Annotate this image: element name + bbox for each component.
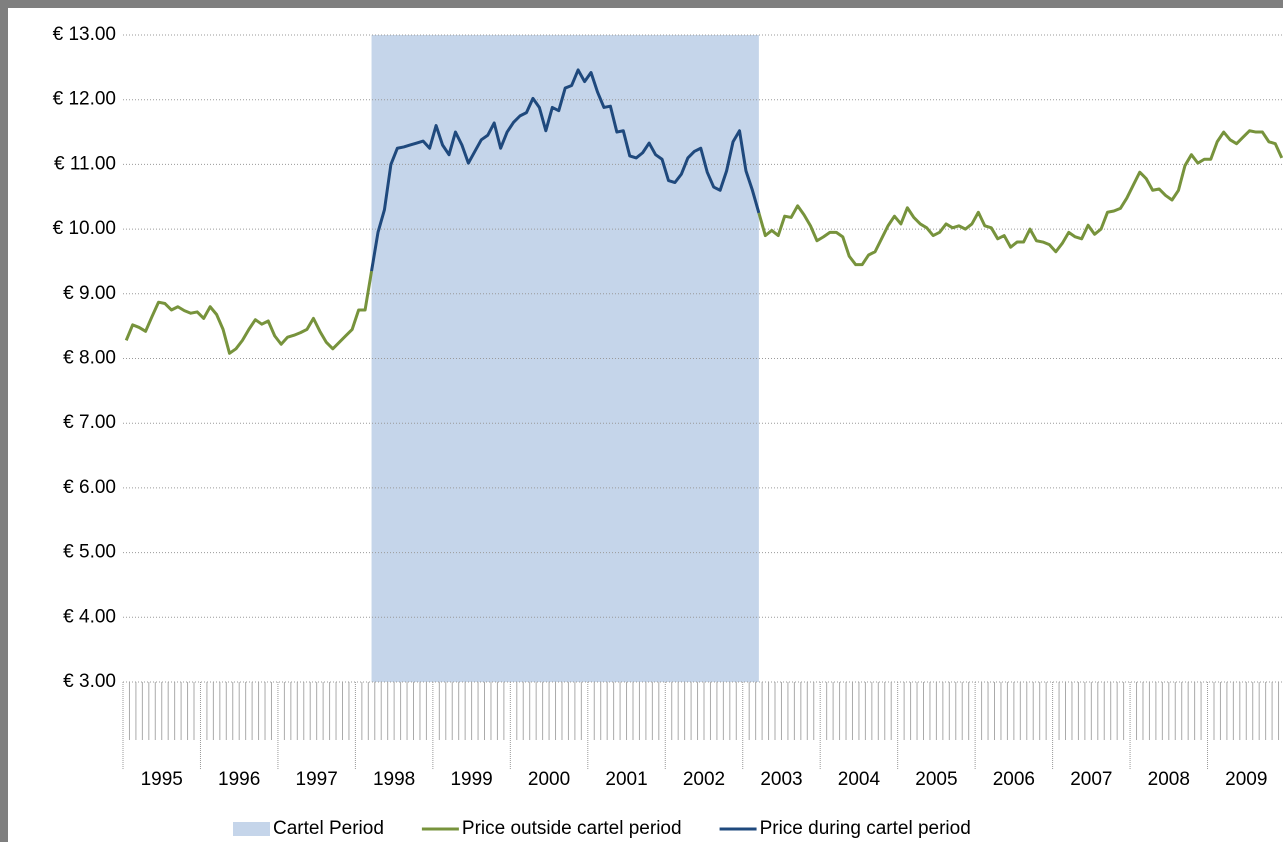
x-tick-label: 2004 (838, 769, 881, 790)
x-tick-label: 1995 (141, 769, 183, 790)
legend-swatch (233, 822, 270, 836)
legend-label: Price during cartel period (760, 818, 971, 839)
x-tick-label: 2002 (683, 769, 725, 790)
y-tick-label: € 3.00 (63, 671, 116, 692)
y-tick-label: € 13.00 (53, 24, 116, 45)
price-line (370, 68, 761, 272)
x-tick-label: 1996 (218, 769, 260, 790)
legend-label: Price outside cartel period (462, 818, 682, 839)
legend-label: Cartel Period (273, 818, 384, 839)
y-tick-label: € 9.00 (63, 283, 116, 304)
x-tick-label: 2007 (1070, 769, 1112, 790)
x-tick-label: 2003 (760, 769, 802, 790)
y-tick-label: € 4.00 (63, 606, 116, 627)
x-tick-label: 2005 (915, 769, 957, 790)
x-tick-label: 2006 (993, 769, 1035, 790)
y-tick-label: € 8.00 (63, 348, 116, 369)
y-tick-label: € 7.00 (63, 412, 116, 433)
x-tick-label: 2000 (528, 769, 570, 790)
x-tick-label: 1998 (373, 769, 415, 790)
y-tick-label: € 5.00 (63, 542, 116, 563)
x-tick-label: 2009 (1225, 769, 1267, 790)
y-tick-label: € 11.00 (54, 153, 116, 174)
x-tick-label: 2008 (1148, 769, 1190, 790)
cartel-area (371, 35, 759, 682)
x-tick-label: 1999 (450, 769, 492, 790)
x-tick-label: 2001 (605, 769, 647, 790)
y-tick-label: € 10.00 (53, 218, 116, 239)
x-tick-label: 1997 (296, 769, 338, 790)
y-tick-label: € 12.00 (53, 89, 116, 110)
price-line (124, 129, 1283, 355)
y-tick-label: € 6.00 (63, 477, 116, 498)
